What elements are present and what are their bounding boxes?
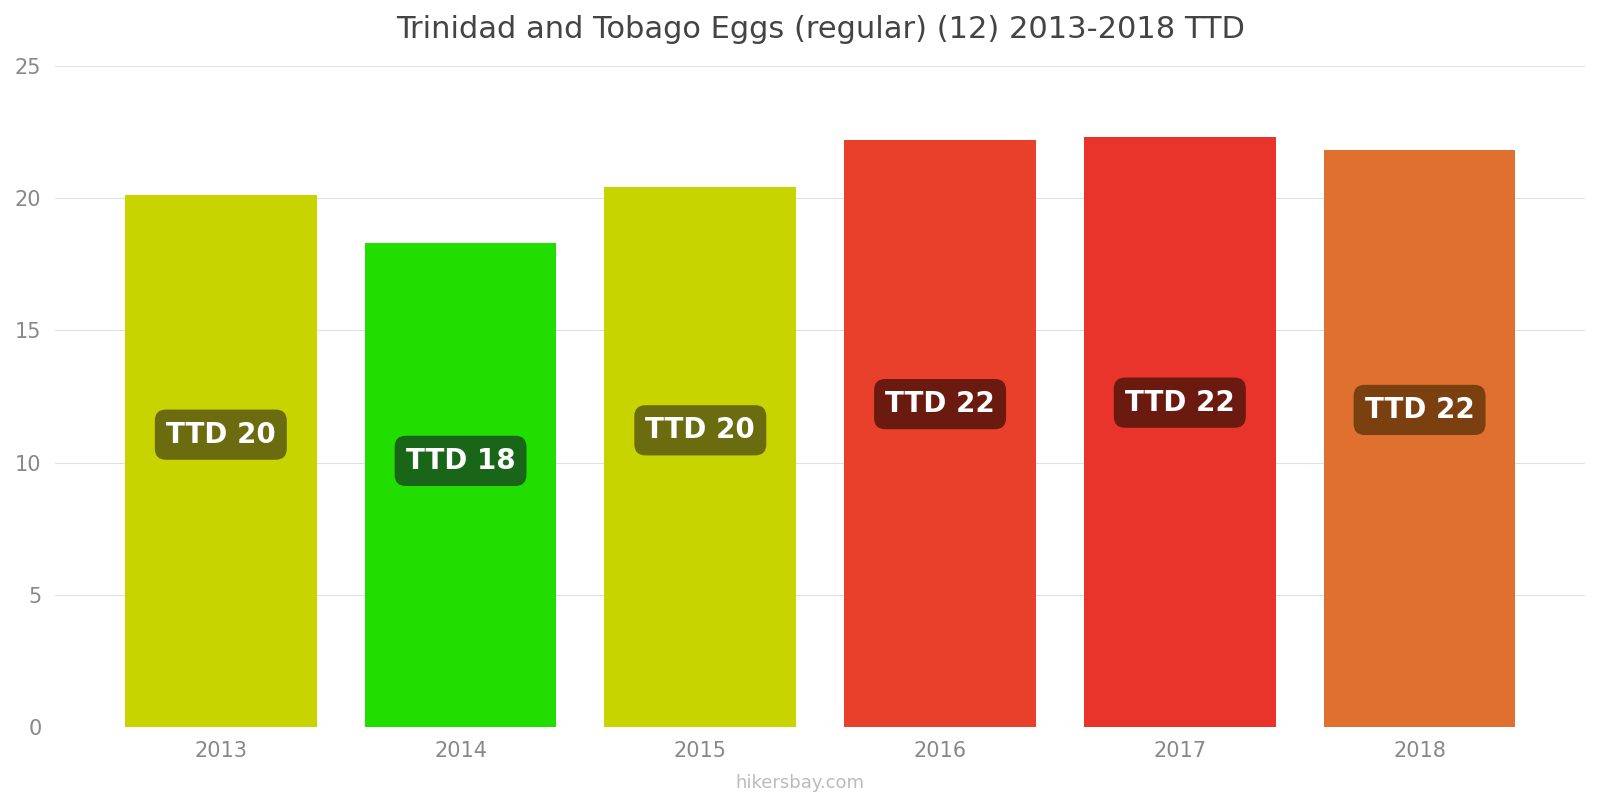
Bar [365,243,557,727]
Text: TTD 18: TTD 18 [406,447,515,475]
Text: TTD 22: TTD 22 [885,390,995,418]
Title: Trinidad and Tobago Eggs (regular) (12) 2013-2018 TTD: Trinidad and Tobago Eggs (regular) (12) … [395,15,1245,44]
Bar [605,187,797,727]
Text: TTD 20: TTD 20 [645,416,755,444]
Bar [1323,150,1515,727]
Text: TTD 22: TTD 22 [1125,389,1235,417]
Text: TTD 20: TTD 20 [166,421,275,449]
Bar [845,140,1035,727]
Bar [1083,138,1275,727]
Bar [125,195,317,727]
Text: hikersbay.com: hikersbay.com [736,774,864,792]
Text: TTD 22: TTD 22 [1365,396,1475,424]
